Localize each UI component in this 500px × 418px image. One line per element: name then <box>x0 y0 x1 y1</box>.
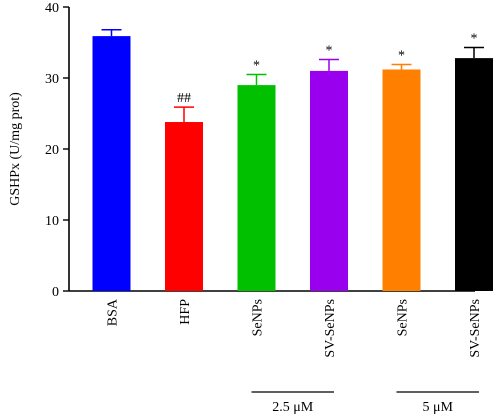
y-tick-label: 10 <box>45 214 59 229</box>
y-axis-label: GSHPx (U/mg prot) <box>8 92 23 206</box>
x-tick-label: HFP <box>178 299 193 325</box>
y-tick-label: 20 <box>45 143 59 158</box>
x-tick-label: SV-SeNPs <box>323 299 338 358</box>
bar <box>165 122 203 292</box>
significance-annotation: * <box>398 49 405 64</box>
significance-annotation: * <box>253 58 260 73</box>
x-tick-label: SeNPs <box>396 299 411 336</box>
bar <box>92 36 131 291</box>
group-label: 5 μM <box>423 400 454 415</box>
group-label: 2.5 μM <box>272 400 314 415</box>
bar <box>237 85 276 291</box>
x-tick-label: SeNPs <box>251 299 266 336</box>
significance-annotation: ## <box>177 91 191 106</box>
y-tick-label: 0 <box>52 285 59 300</box>
significance-annotation: * <box>471 31 478 46</box>
bar <box>310 70 348 292</box>
bar <box>455 58 493 292</box>
bars <box>92 28 493 292</box>
y-tick-label: 40 <box>45 1 59 16</box>
y-tick-label: 30 <box>45 72 59 87</box>
axes: 0 10 20 30 40 <box>45 1 475 300</box>
bar <box>382 69 421 291</box>
x-tick-label: SV-SeNPs <box>468 299 483 358</box>
labels: BSA ## HFP * SeNPs * SV-SeNPs * SeNPs * SV-SeNPs 2.… <box>106 31 484 415</box>
significance-annotation: * <box>326 44 333 59</box>
x-tick-label: BSA <box>106 298 121 326</box>
